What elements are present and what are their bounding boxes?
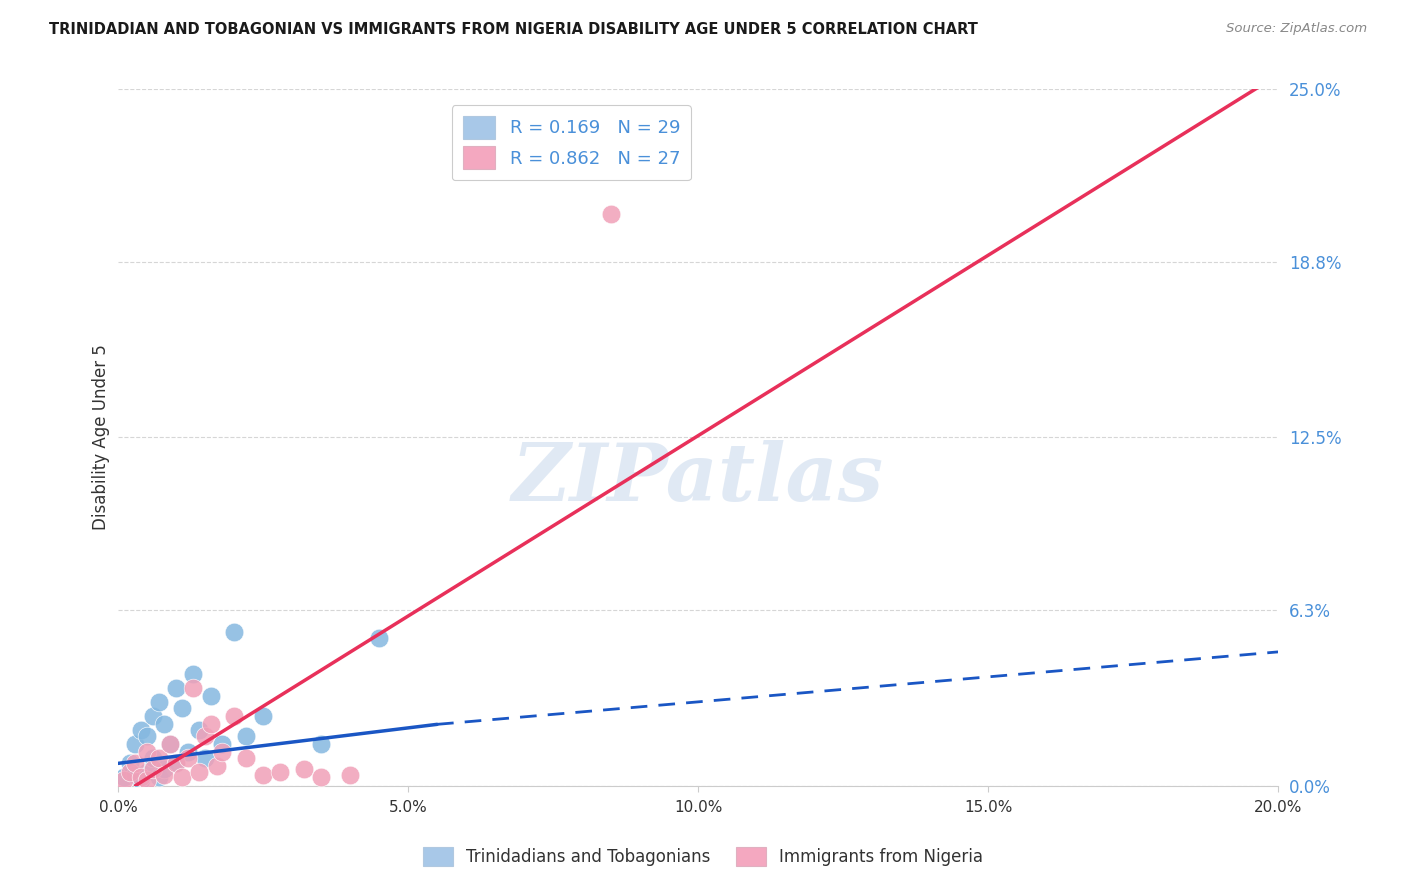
Point (188, 723, 211, 737)
Point (129, 723, 152, 737)
Point (159, 737, 181, 751)
Point (176, 745, 198, 759)
Point (339, 767, 361, 781)
Point (153, 717, 176, 731)
Point (292, 762, 315, 776)
Point (148, 695, 170, 709)
Point (269, 764, 291, 779)
Point (129, 773, 152, 788)
Point (142, 762, 165, 776)
Point (118, 756, 141, 771)
Point (170, 770, 193, 784)
Point (148, 770, 170, 784)
Point (183, 681, 205, 695)
Point (211, 737, 233, 751)
Point (205, 759, 228, 773)
Point (159, 737, 181, 751)
Point (124, 737, 146, 751)
Point (188, 764, 211, 779)
Point (153, 767, 176, 781)
Point (252, 767, 274, 781)
Point (136, 764, 159, 779)
Point (183, 667, 205, 681)
Point (235, 751, 257, 765)
Point (118, 764, 141, 779)
Point (170, 700, 193, 714)
Legend: Trinidadians and Tobagonians, Immigrants from Nigeria: Trinidadians and Tobagonians, Immigrants… (416, 840, 990, 873)
Y-axis label: Disability Age Under 5: Disability Age Under 5 (93, 344, 110, 530)
Point (211, 745, 233, 759)
Point (142, 709, 165, 723)
Point (136, 773, 159, 788)
Point (176, 751, 198, 765)
Point (200, 690, 222, 704)
Point (368, 631, 391, 645)
Point (124, 756, 146, 771)
Text: Source: ZipAtlas.com: Source: ZipAtlas.com (1226, 22, 1367, 36)
Point (165, 756, 187, 771)
Point (142, 751, 165, 765)
Point (165, 756, 187, 771)
Point (222, 709, 245, 723)
Point (148, 751, 170, 765)
Point (136, 745, 159, 759)
Point (129, 770, 152, 784)
Point (222, 625, 245, 640)
Point (112, 770, 135, 784)
Text: TRINIDADIAN AND TOBAGONIAN VS IMMIGRANTS FROM NIGERIA DISABILITY AGE UNDER 5 COR: TRINIDADIAN AND TOBAGONIAN VS IMMIGRANTS… (49, 22, 979, 37)
Point (600, 207, 623, 221)
Point (165, 681, 187, 695)
Text: ZIPatlas: ZIPatlas (512, 441, 884, 518)
Point (309, 737, 332, 751)
Point (112, 773, 135, 788)
Point (124, 767, 146, 781)
Point (194, 751, 217, 765)
Point (200, 717, 222, 731)
Point (309, 770, 332, 784)
Point (252, 709, 274, 723)
Point (235, 729, 257, 743)
Point (136, 729, 159, 743)
Legend: R = 0.169   N = 29, R = 0.862   N = 27: R = 0.169 N = 29, R = 0.862 N = 27 (451, 105, 690, 180)
Point (153, 762, 176, 776)
Point (194, 729, 217, 743)
